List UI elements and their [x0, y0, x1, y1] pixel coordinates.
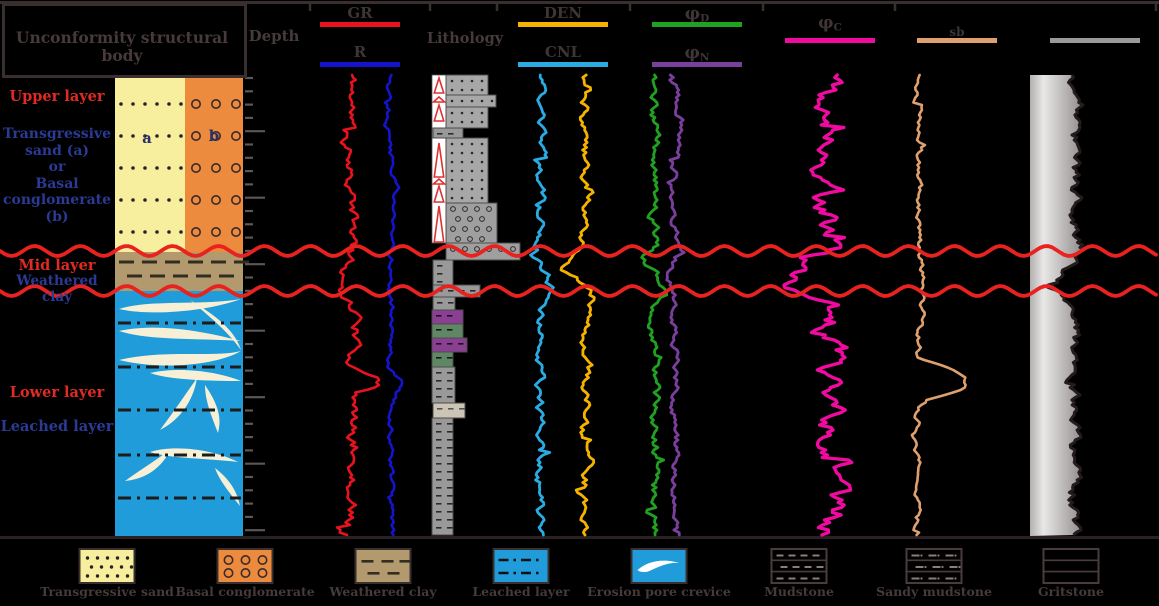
lower-layer-label: Lower layer	[9, 384, 105, 401]
track-color-bar-1b	[518, 62, 608, 67]
lithology-oil-show-strip	[431, 74, 447, 244]
upper-layer-label: Upper layer	[9, 88, 105, 105]
lithology-block-purple_mud	[431, 337, 468, 353]
erosion-streak	[119, 299, 241, 313]
curve-CNL	[529, 73, 555, 537]
track-color-bar-2b	[652, 62, 742, 67]
erosion-streak	[150, 369, 241, 381]
track-label-GR: GR	[347, 4, 373, 22]
curve-phiC	[782, 73, 854, 537]
curve-DEN	[559, 73, 596, 537]
legend-label-basal-conglomerate: Basal conglomerate	[175, 584, 315, 599]
curve-sb	[910, 73, 967, 537]
column-a-label: a	[142, 129, 152, 147]
red-triangle-marker-icon	[433, 142, 445, 178]
transgressive-sand-column	[115, 75, 185, 252]
curve-R	[382, 73, 404, 537]
track-color-bar-2	[652, 22, 742, 27]
lithology-block-light_silt	[432, 402, 466, 419]
red-triangle-marker-icon	[433, 205, 445, 243]
legend-label-weathered-clay: Weathered clay	[329, 584, 437, 599]
track-color-bar-3	[785, 38, 875, 43]
erosion-streak	[119, 327, 241, 341]
legend-label-sandy-mudstone: Sandy mudstone	[876, 584, 992, 599]
lithology-block-green_mud	[431, 351, 454, 368]
curve-GR	[335, 73, 381, 537]
transgressive-basal-label: Transgressive sand (a) or Basal conglome…	[2, 126, 112, 225]
track-label-sb: sb	[949, 25, 965, 39]
legend-swatch-leached-layer	[492, 548, 550, 584]
red-triangle-marker-icon	[433, 102, 445, 122]
lithology-column-label: Lithology	[426, 30, 504, 47]
track-color-bar-0b	[320, 62, 400, 67]
legend-swatch-gritstone	[1042, 548, 1100, 584]
track-color-bar-4	[917, 38, 997, 43]
legend-swatch-transgressive-sand	[78, 548, 136, 584]
legend-swatch-basal-conglomerate	[216, 548, 274, 584]
curve-phiN	[665, 73, 686, 537]
structural-body-header-box	[2, 3, 247, 78]
legend-label-transgressive-sand: Transgressive sand	[40, 584, 174, 599]
track-color-bar-5	[1050, 38, 1140, 43]
lithology-block-mudstone	[432, 259, 454, 286]
track-label-phiD: φD	[684, 4, 710, 25]
track-label-phiC: φC	[818, 13, 842, 34]
weathered-clay-column	[115, 252, 243, 291]
column-b-label: b	[208, 127, 220, 145]
red-triangle-marker-icon	[433, 75, 445, 94]
gray-track-edge	[1046, 74, 1086, 537]
legend-swatch-mudstone	[770, 548, 828, 584]
track-color-bar-0	[320, 22, 400, 27]
legend-label-gritstone: Gritstone	[1038, 584, 1104, 599]
lithology-block-green_mud	[431, 323, 464, 339]
lithology-block-sand	[445, 74, 489, 96]
legend-label-mudstone: Mudstone	[764, 584, 834, 599]
erosion-streak	[125, 449, 171, 481]
mid-layer-label: Mid layer	[18, 257, 96, 274]
legend-swatch-sandy-mudstone	[905, 548, 963, 584]
track-label-DEN: DEN	[543, 4, 583, 22]
curve-phiD	[640, 73, 669, 537]
unconformity-wavy-line	[0, 284, 1158, 298]
track-color-bar-1	[518, 22, 608, 27]
erosion-streak	[119, 351, 241, 366]
lithology-block-sand	[445, 106, 489, 129]
legend-label-erosion-pore-crevice: Erosion pore crevice	[587, 584, 731, 599]
depth-column-label: Depth	[248, 27, 300, 45]
red-triangle-marker-icon	[433, 183, 445, 203]
legend-swatch-erosion-pore-crevice	[630, 548, 688, 584]
leached-layer-label: Leached layer	[0, 418, 114, 435]
legend-swatch-weathered-clay	[354, 548, 412, 584]
track-label-CNL: CNL	[544, 43, 582, 61]
legend-label-leached-layer: Leached layer	[472, 584, 570, 599]
track-label-phiN: φN	[684, 43, 710, 64]
structural-body-title: Unconformity structural body	[15, 28, 229, 66]
unconformity-wavy-line	[0, 244, 1158, 258]
lithology-block-mudstone	[431, 417, 454, 536]
red-triangle-marker-icon	[431, 95, 447, 103]
lithology-block-purple_mud	[431, 309, 464, 325]
weathered-clay-label: Weathered clay	[16, 273, 98, 305]
track-label-R: R	[353, 43, 367, 61]
